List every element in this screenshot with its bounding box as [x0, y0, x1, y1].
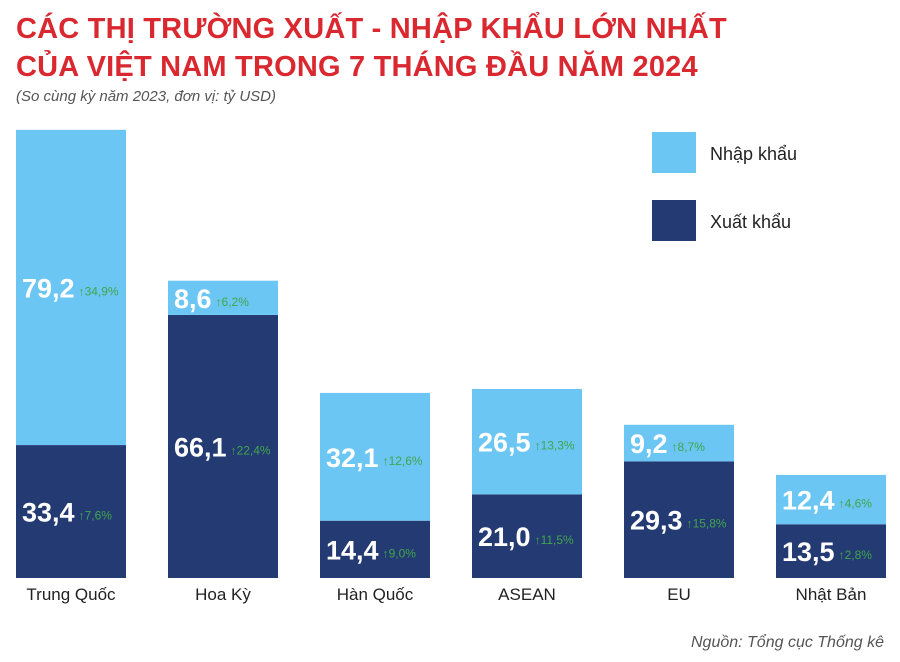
category-label: Trung Quốc [26, 585, 116, 604]
bar-export-4 [624, 461, 734, 578]
import-1-growth-label: ↑6,2% [216, 295, 250, 309]
chart-subtitle: (So cùng kỳ năm 2023, đơn vị: tỷ USD) [16, 88, 277, 105]
legend-label-export: Xuất khẩu [710, 212, 791, 232]
export-4-value-label: 29,3 [630, 506, 683, 536]
bar-export-3 [472, 494, 582, 578]
legend-label-import: Nhập khẩu [710, 144, 797, 164]
source-note: Nguồn: Tổng cục Thống kê [690, 634, 884, 651]
export-2-value-label: 14,4 [326, 535, 379, 565]
bar-import-3 [472, 388, 582, 495]
title-line-2: CỦA VIỆT NAM TRONG 7 THÁNG ĐẦU NĂM 2024 [16, 51, 698, 83]
title-line-1: CÁC THỊ TRƯỜNG XUẤT - NHẬP KHẨU LỚN NHẤT [16, 13, 727, 45]
bar-export-1 [168, 314, 278, 578]
export-4-growth-label: ↑15,8% [687, 517, 727, 531]
export-5-value-label: 13,5 [782, 537, 835, 567]
category-label: ASEAN [498, 585, 556, 604]
export-3-value-label: 21,0 [478, 522, 531, 552]
export-1-growth-label: ↑22,4% [231, 443, 271, 457]
category-label: Hàn Quốc [337, 585, 414, 604]
bar-export-0 [16, 445, 126, 578]
bar-export-5 [776, 524, 886, 578]
bar-export-2 [320, 520, 430, 578]
import-2-growth-label: ↑12,6% [383, 454, 423, 468]
chart-title: CÁC THỊ TRƯỜNG XUẤT - NHẬP KHẨU LỚN NHẤT… [16, 10, 876, 86]
bar-import-4 [624, 424, 734, 462]
import-5-growth-label: ↑4,6% [839, 497, 873, 511]
import-3-value-label: 26,5 [478, 428, 531, 458]
import-1-value-label: 8,6 [174, 284, 212, 314]
import-0-value-label: 79,2 [22, 273, 75, 303]
bar-import-0 [16, 129, 126, 446]
category-label: EU [667, 585, 691, 604]
export-3-growth-label: ↑11,5% [535, 533, 574, 547]
export-0-growth-label: ↑7,6% [79, 509, 113, 523]
import-4-value-label: 9,2 [630, 429, 668, 459]
import-2-value-label: 32,1 [326, 443, 379, 473]
category-label: Hoa Kỳ [195, 585, 251, 604]
import-5-value-label: 12,4 [782, 486, 835, 516]
import-4-growth-label: ↑8,7% [672, 440, 706, 454]
import-3-growth-label: ↑13,3% [535, 439, 575, 453]
export-1-value-label: 66,1 [174, 432, 227, 462]
import-0-growth-label: ↑34,9% [79, 284, 119, 298]
export-0-value-label: 33,4 [22, 498, 75, 528]
export-5-growth-label: ↑2,8% [839, 548, 873, 562]
bar-import-5 [776, 474, 886, 525]
legend-swatch-import [652, 132, 696, 173]
category-label: Nhật Bản [796, 585, 867, 604]
export-2-growth-label: ↑9,0% [383, 546, 417, 560]
bar-import-1 [168, 280, 278, 315]
legend-swatch-export [652, 200, 696, 241]
bar-import-2 [320, 392, 430, 521]
